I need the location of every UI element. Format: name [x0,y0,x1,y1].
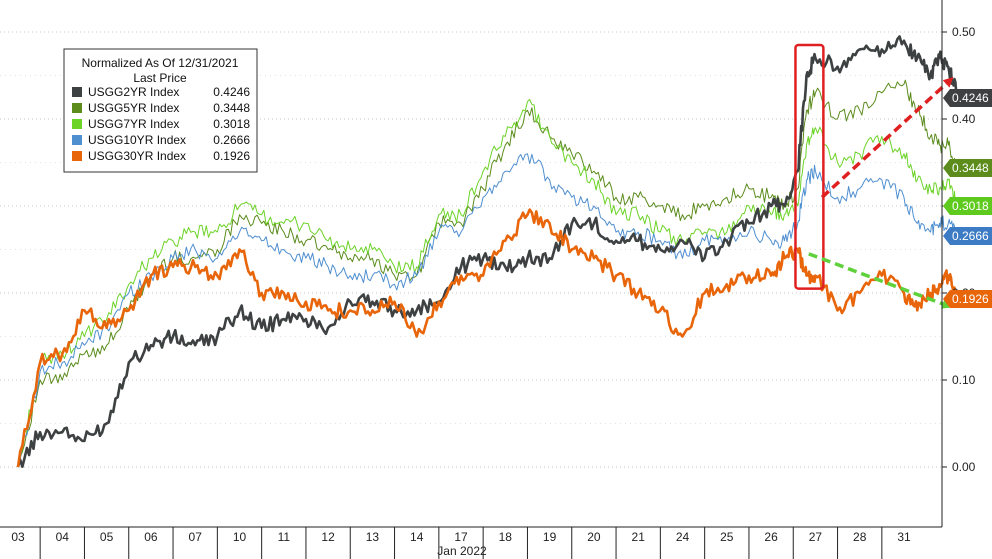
x-tick-label-12: 19 [543,530,557,544]
x-tick-label-8: 13 [366,530,380,544]
legend-value-1: 0.3448 [213,101,250,115]
last-price-label-2: 0.3018 [952,199,989,213]
last-price-tag-0 [943,89,992,107]
legend-name-4: USGG30YR Index [88,149,186,163]
legend-swatch-2 [72,119,82,129]
series-line-2 [17,98,958,468]
x-tick-label-3: 06 [144,530,158,544]
x-tick-label-9: 14 [410,530,424,544]
last-price-tag-4 [943,290,992,308]
x-tick-label-0: 03 [11,530,25,544]
legend-value-0: 0.4246 [213,85,250,99]
x-tick-label-19: 28 [853,530,867,544]
legend-swatch-1 [72,103,82,113]
series-line-4 [16,208,959,468]
series-layer [16,35,959,468]
y-tick-label-1: 0.10 [952,373,976,387]
legend-name-0: USGG2YR Index [88,85,179,99]
y-axis: 0.000.100.200.300.400.50 [941,0,976,527]
x-tick-label-10: 17 [454,530,468,544]
x-axis: 03 04 05 06 07 10 11 12 13 14 17 18 19 20 21 24 25 26 27 28… [0,526,942,559]
last-price-label-3: 0.2666 [952,229,989,243]
x-tick-label-13: 20 [587,530,601,544]
legend-name-3: USGG10YR Index [88,133,186,147]
x-tick-label-1: 04 [56,530,70,544]
highlight-box [794,43,825,290]
legend-title: Normalized As Of 12/31/2021 [82,56,239,70]
legend-subtitle: Last Price [133,71,187,85]
legend-value-2: 0.3018 [213,117,250,131]
dashed-arrow-1 [820,77,954,199]
x-tick-label-16: 25 [720,530,734,544]
legend-name-1: USGG5YR Index [88,101,179,115]
x-tick-label-2: 05 [100,530,114,544]
x-tick-label-17: 26 [764,530,778,544]
last-price-label-1: 0.3448 [952,161,989,175]
legend-value-3: 0.2666 [213,133,250,147]
last-price-label-0: 0.4246 [952,91,989,105]
series-line-3 [17,153,958,468]
x-tick-label-11: 18 [499,530,513,544]
x-tick-label-4: 07 [189,530,203,544]
x-tick-label-7: 12 [321,530,335,544]
series-line-0 [16,35,959,468]
last-price-label-4: 0.1926 [952,292,989,306]
legend-swatch-3 [72,135,82,145]
y-tick-label-0: 0.00 [952,460,976,474]
x-tick-label-15: 24 [676,530,690,544]
x-tick-label-18: 27 [809,530,823,544]
x-tick-label-20: 31 [897,530,911,544]
legend: Normalized As Of 12/31/2021 Last Price U… [63,48,258,173]
last-price-tags: 0.4246 0.3448 0.3018 0.2666 0.1926 [943,89,992,308]
dashed-arrow-2 [808,252,953,309]
x-tick-label-14: 21 [632,530,646,544]
y-tick-label-4: 0.40 [952,112,976,126]
y-tick-label-5: 0.50 [952,25,976,39]
x-tick-label-5: 10 [233,530,247,544]
legend-value-4: 0.1926 [213,149,250,163]
last-price-tag-2 [943,197,992,215]
series-line-1 [17,79,958,468]
x-tick-label-6: 11 [278,530,291,544]
legend-box [63,48,258,173]
last-price-tag-1 [943,159,992,177]
legend-name-2: USGG7YR Index [88,117,179,131]
annotation-layer [794,43,954,309]
last-price-tag-3 [943,227,992,245]
legend-swatch-0 [72,87,82,97]
legend-swatch-4 [72,151,82,161]
x-month-label: Jan 2022 [437,544,487,558]
